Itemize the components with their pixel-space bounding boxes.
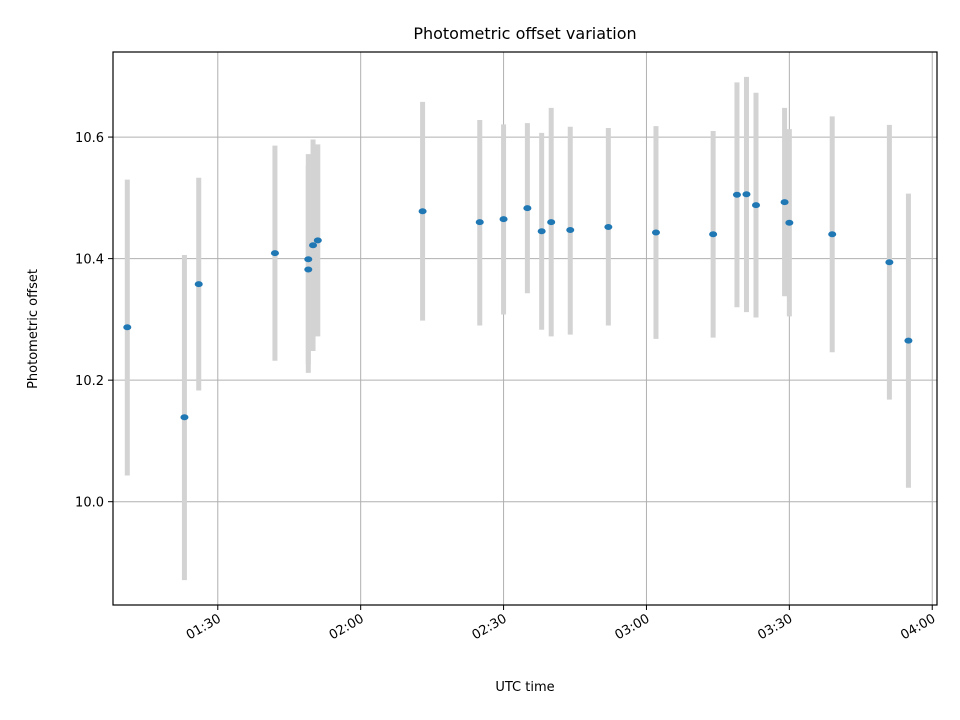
tick-layer: 01:30 02:00 02:30 03:00 03:30 04:00 10.0 10.2 10… bbox=[75, 131, 938, 643]
data-point bbox=[499, 216, 508, 223]
data-point bbox=[309, 242, 318, 249]
data-point bbox=[475, 219, 484, 226]
y-tick-label: 10.0 bbox=[75, 496, 104, 511]
data-point bbox=[123, 324, 132, 331]
data-point bbox=[780, 199, 789, 206]
y-tick-label: 10.6 bbox=[75, 131, 104, 146]
x-axis-label: UTC time bbox=[495, 680, 554, 695]
data-point bbox=[537, 228, 546, 235]
y-tick-label: 10.2 bbox=[75, 374, 104, 389]
data-point bbox=[752, 202, 761, 209]
errorbar-layer bbox=[124, 76, 911, 581]
x-tick-label: 03:00 bbox=[613, 611, 653, 643]
point-layer bbox=[123, 191, 913, 421]
y-tick-label: 10.4 bbox=[75, 253, 104, 268]
x-tick-label: 02:00 bbox=[327, 611, 367, 643]
data-point bbox=[604, 224, 613, 231]
x-tick-label: 01:30 bbox=[184, 611, 224, 643]
data-point bbox=[304, 266, 313, 273]
data-point bbox=[418, 208, 427, 215]
data-point bbox=[566, 227, 575, 234]
data-point bbox=[547, 219, 556, 226]
data-point bbox=[194, 281, 203, 288]
y-axis-label: Photometric offset bbox=[26, 269, 41, 389]
data-point bbox=[523, 205, 532, 212]
data-point bbox=[709, 231, 718, 238]
x-tick-label: 04:00 bbox=[898, 611, 938, 643]
data-point bbox=[742, 191, 751, 198]
data-point bbox=[904, 337, 913, 344]
chart-title: Photometric offset variation bbox=[413, 24, 636, 43]
data-point bbox=[304, 256, 313, 263]
data-point bbox=[885, 259, 894, 266]
data-point bbox=[828, 231, 837, 238]
data-point bbox=[313, 237, 322, 244]
data-point bbox=[270, 250, 279, 257]
x-tick-label: 03:30 bbox=[755, 611, 795, 643]
data-point bbox=[651, 229, 660, 236]
data-point bbox=[785, 219, 794, 226]
x-tick-label: 02:30 bbox=[470, 611, 510, 643]
data-point bbox=[180, 414, 189, 421]
plot-frame bbox=[112, 51, 938, 606]
data-point bbox=[732, 191, 741, 198]
